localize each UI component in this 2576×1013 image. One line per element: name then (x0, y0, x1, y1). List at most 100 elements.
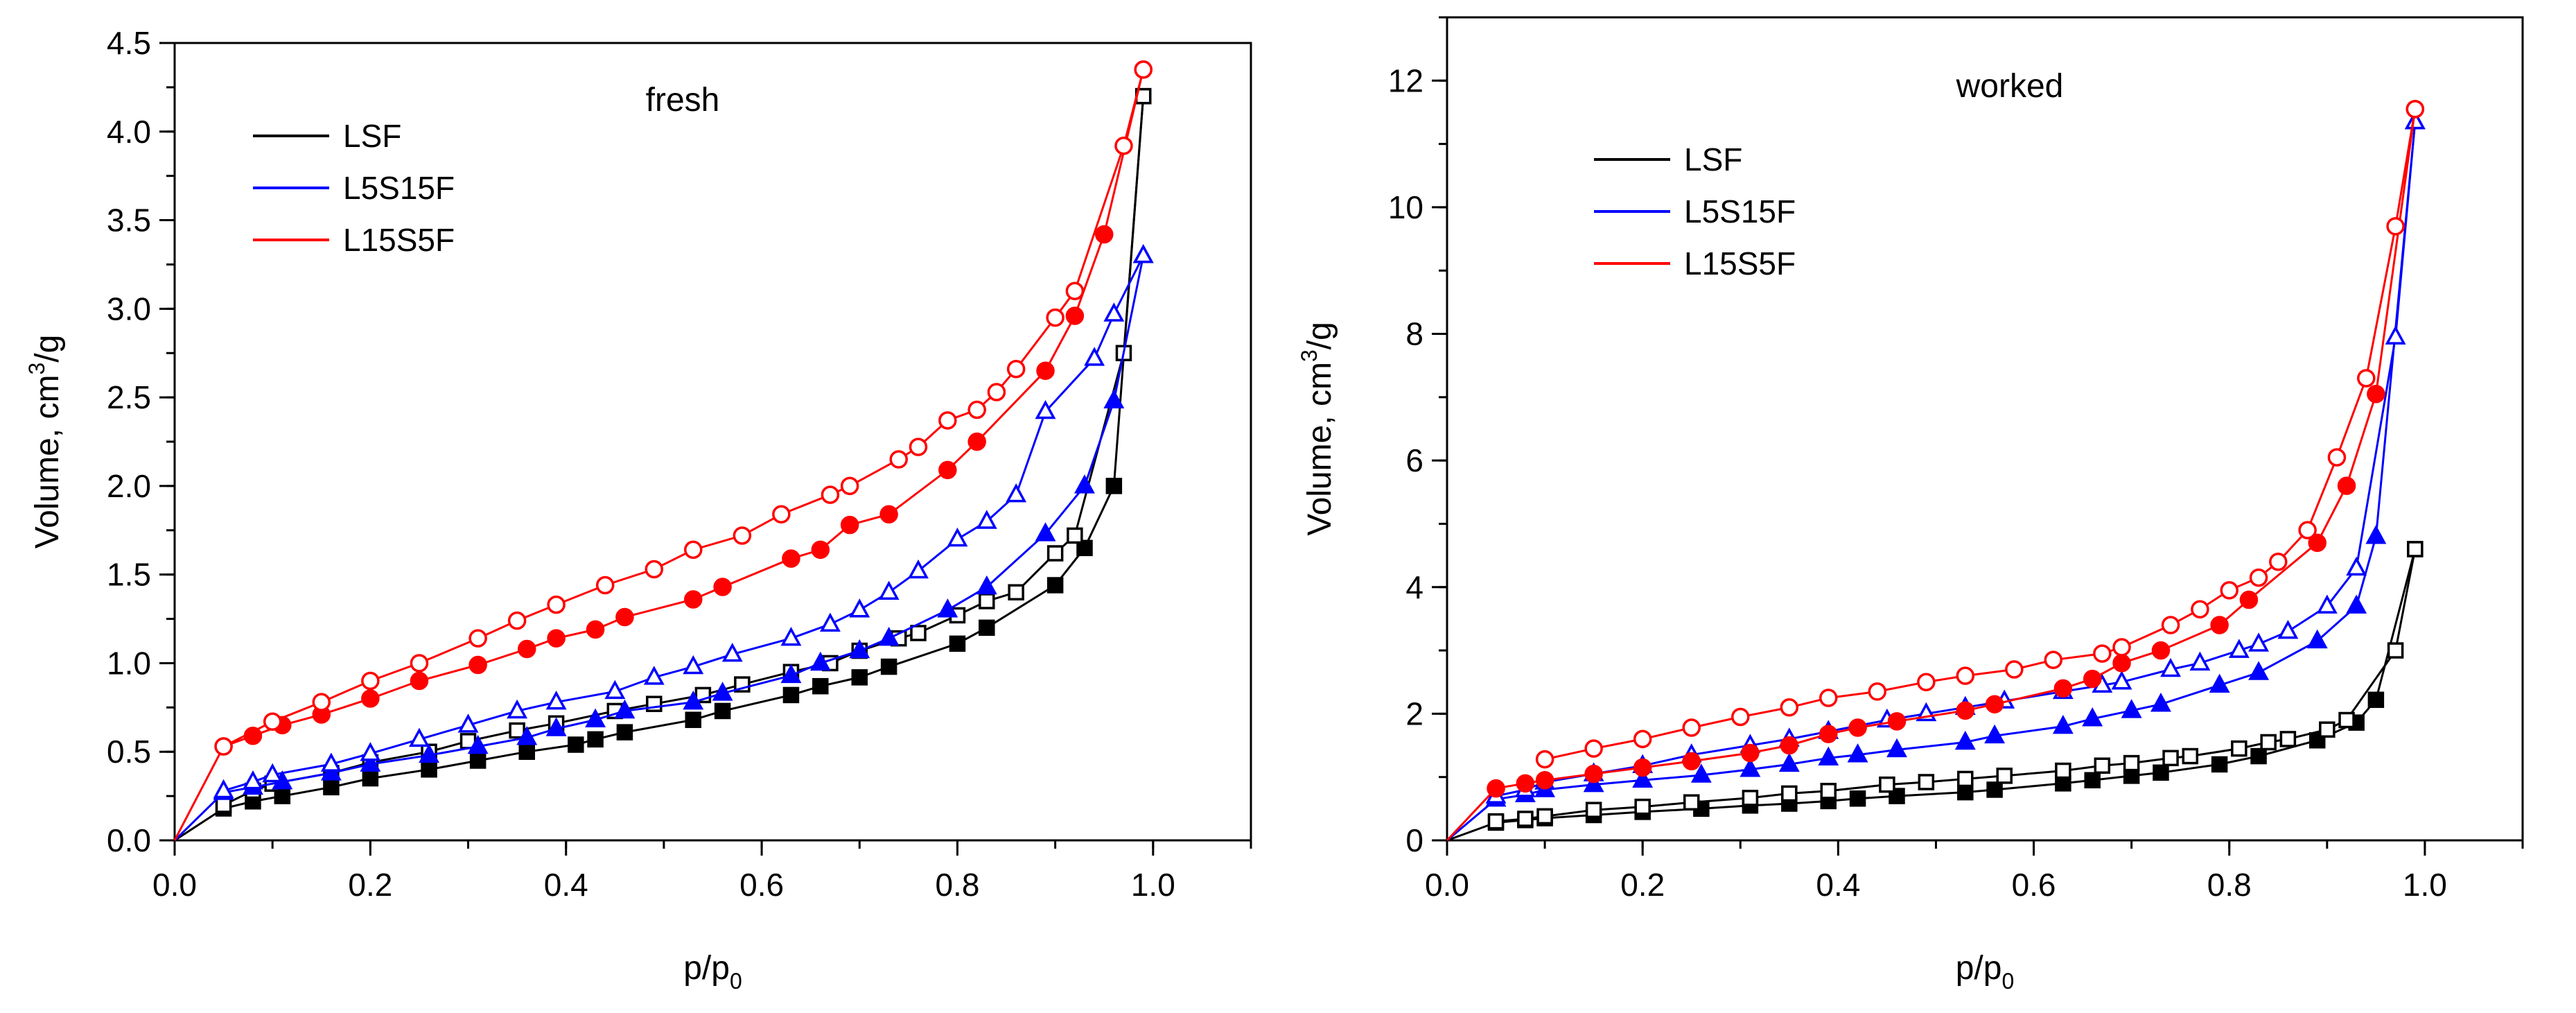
desorption-point (1065, 282, 1085, 301)
adsorption-point (938, 460, 957, 480)
adsorption-line (1446, 548, 2417, 842)
adsorption-point (1076, 539, 1093, 557)
desorption-point (878, 580, 900, 600)
desorption-point (772, 505, 791, 524)
adsorption-point (2151, 641, 2171, 660)
adsorption-point (615, 607, 634, 627)
adsorption-point (323, 779, 340, 796)
desorption-line (1496, 121, 2417, 797)
desorption-point (2319, 721, 2336, 738)
adsorption-point (2306, 629, 2328, 649)
chart-fresh: 0.0 0.2 0.4 0.6 0.8 1.0 0.0 0.5 1.0 1.5 2.0 2.5 3.0 3… (24, 25, 1252, 994)
desorption-point (1996, 768, 2013, 784)
desorption-point (2111, 670, 2132, 690)
desorption-point (2189, 651, 2211, 671)
y-axis-label: Volume, cm3/g (24, 335, 66, 549)
y-tick-label: 6 (1405, 442, 1423, 478)
x-tick-label: 0.4 (544, 867, 588, 903)
desorption-point (2248, 632, 2270, 652)
desorption-point (545, 691, 567, 710)
desorption-point (1731, 707, 1750, 727)
adsorption-point (840, 515, 859, 535)
desorption-point (2316, 594, 2338, 614)
adsorption-point (1887, 712, 1907, 731)
desorption-point (1917, 673, 1936, 691)
y-tick-label: 2.5 (107, 379, 151, 415)
desorption-point (2277, 620, 2299, 639)
adsorption-point (1986, 781, 2003, 798)
desorption-point (320, 752, 342, 772)
adsorption-point (2337, 476, 2356, 495)
desorption-point (509, 722, 525, 739)
adsorption-point (2112, 654, 2131, 673)
desorption-point (2228, 639, 2250, 658)
desorption-point (1535, 750, 1554, 769)
adsorption-point (1535, 771, 1554, 790)
desorption-point (1918, 774, 1935, 790)
adsorption-point (1516, 774, 1535, 793)
desorption-point (457, 713, 479, 733)
adsorption-point (937, 598, 958, 618)
desorption-point (1103, 302, 1125, 322)
desorption-point (1780, 698, 1799, 717)
desorption-point (910, 625, 927, 641)
chart-worked: 0.0 0.2 0.4 0.6 0.8 1.0 0 2 4 6 8 10 12 p/p0 Volume, c… (1297, 16, 2524, 994)
adsorption-point (1074, 474, 1095, 494)
adsorption-point (586, 620, 605, 639)
y-tick-label: 0.5 (107, 734, 151, 770)
adsorption-point (2082, 707, 2103, 727)
desorption-point (2406, 100, 2425, 119)
adsorption-point (360, 752, 381, 772)
desorption-point (1067, 527, 1083, 544)
series-L15S5F (173, 60, 1153, 841)
series-L5S15F (173, 244, 1154, 842)
desorption-point (2404, 110, 2426, 130)
y-tick-label: 8 (1405, 316, 1423, 352)
x-tick-label: 0.2 (348, 867, 392, 903)
adsorption-point (361, 689, 380, 708)
desorption-point (684, 540, 703, 560)
desorption-point (1742, 790, 1759, 806)
adsorption-point (585, 708, 606, 727)
desorption-point (2387, 642, 2404, 659)
desorption-point (2269, 552, 2288, 571)
desorption-point (2298, 521, 2317, 539)
series-LSF (1446, 541, 2424, 842)
adsorption-point (362, 770, 379, 787)
desorption-point (361, 671, 380, 691)
adsorption-point (1741, 743, 1760, 763)
adsorption-point (1690, 763, 1712, 783)
adsorption-point (1046, 577, 1064, 594)
desorption-point (2338, 711, 2355, 729)
adsorption-point (518, 639, 536, 659)
adsorption-point (1633, 758, 1652, 777)
desorption-point (2231, 740, 2248, 757)
desorption-point (2260, 734, 2277, 751)
adsorption-point (1094, 225, 1114, 244)
adsorption-point (712, 682, 733, 701)
adsorption-point (614, 699, 636, 719)
desorption-point (1536, 808, 1553, 825)
adsorption-point (1103, 389, 1125, 408)
desorption-point (1957, 770, 1974, 788)
desorption-point (2005, 660, 2024, 679)
legend-label: L15S5F (343, 222, 455, 258)
desorption-line (223, 255, 1145, 792)
desorption-point (1132, 244, 1154, 263)
desorption-point (604, 679, 626, 700)
desorption-point (683, 655, 704, 675)
desorption-point (2055, 762, 2071, 779)
desorption-point (1634, 798, 1651, 815)
adsorption-point (2365, 525, 2387, 544)
adsorption-point (2150, 693, 2171, 712)
desorption-point (2407, 541, 2424, 557)
desorption-point (1956, 666, 1975, 685)
desorption-point (2182, 747, 2199, 765)
adsorption-point (780, 664, 802, 684)
desorption-point (1585, 802, 1602, 818)
adsorption-point (684, 590, 703, 609)
adsorption-point (1957, 783, 1974, 801)
adsorption-line (1446, 121, 2417, 842)
desorption-point (1879, 776, 1895, 793)
desorption-point (409, 727, 430, 747)
